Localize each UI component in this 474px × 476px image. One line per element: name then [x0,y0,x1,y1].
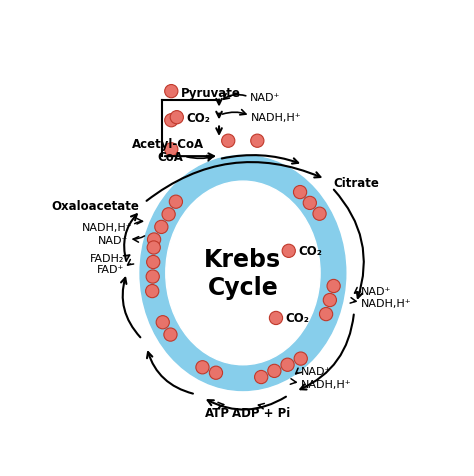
Text: FADH₂: FADH₂ [90,253,124,263]
Text: Oxaloacetate: Oxaloacetate [52,200,140,213]
Text: Krebs
Cycle: Krebs Cycle [204,248,282,299]
Circle shape [146,285,159,298]
Text: NADH,H⁺: NADH,H⁺ [82,223,132,233]
Circle shape [327,280,340,293]
Text: ATP: ATP [205,406,230,419]
Text: CO₂: CO₂ [298,245,322,258]
Ellipse shape [166,182,320,365]
Text: CoA: CoA [157,151,183,164]
Text: NAD⁺: NAD⁺ [250,93,281,103]
Text: NAD⁺: NAD⁺ [360,286,391,296]
Circle shape [319,308,333,321]
Circle shape [255,371,268,384]
Text: NAD⁺: NAD⁺ [98,236,128,245]
Circle shape [170,111,183,125]
Circle shape [147,233,161,247]
Circle shape [196,361,209,374]
Circle shape [164,114,178,128]
Text: Citrate: Citrate [333,177,379,190]
Circle shape [210,367,223,379]
Circle shape [269,312,283,325]
Circle shape [169,196,182,209]
Circle shape [146,256,160,269]
Text: CO₂: CO₂ [186,112,210,125]
Text: NADH,H⁺: NADH,H⁺ [251,113,302,123]
Circle shape [147,241,160,255]
Circle shape [222,135,235,148]
Circle shape [281,358,294,372]
Circle shape [146,270,159,284]
Circle shape [293,186,307,199]
Circle shape [162,208,175,221]
Text: NADH,H⁺: NADH,H⁺ [301,379,351,389]
Circle shape [282,245,295,258]
Text: Acetyl-CoA: Acetyl-CoA [132,138,204,150]
Text: NADH,H⁺: NADH,H⁺ [360,299,411,309]
Circle shape [155,221,168,234]
Text: NAD⁺: NAD⁺ [301,367,331,377]
Circle shape [156,316,169,329]
Circle shape [313,208,326,221]
Circle shape [303,197,317,210]
Text: FAD⁺: FAD⁺ [97,265,124,275]
Circle shape [251,135,264,148]
Text: Pyruvate: Pyruvate [181,87,240,100]
Text: ADP + Pi: ADP + Pi [232,406,291,419]
Circle shape [294,352,307,366]
Circle shape [164,143,178,157]
Circle shape [323,294,337,307]
Circle shape [164,85,178,99]
Ellipse shape [140,156,346,391]
Circle shape [268,365,281,377]
Circle shape [164,328,177,341]
Text: CO₂: CO₂ [285,312,309,325]
